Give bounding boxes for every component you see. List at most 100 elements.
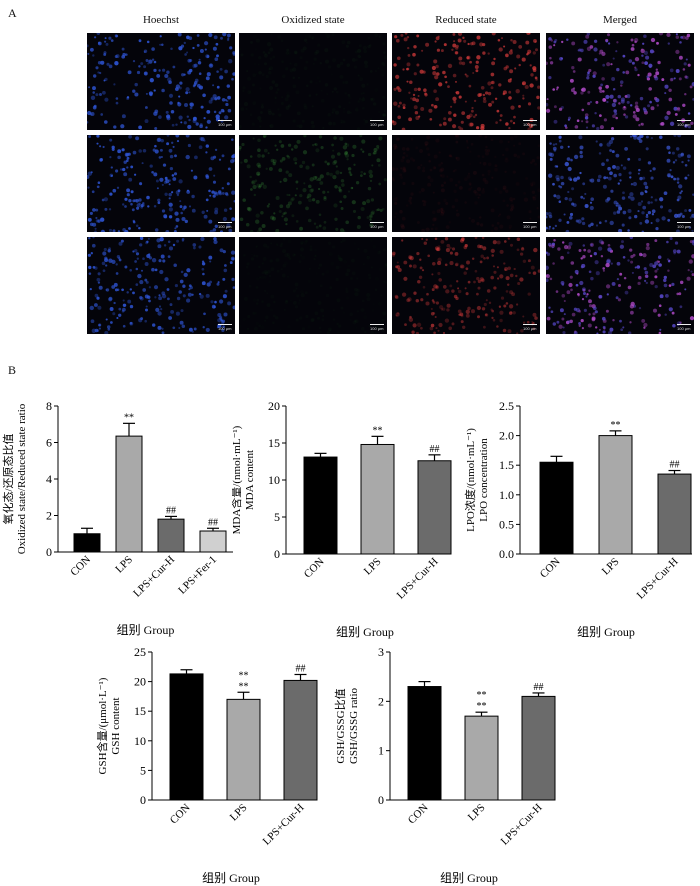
significance-mark: ## [430,444,440,455]
significance-mark: ** [239,681,249,692]
y-tick-label: 1 [378,744,384,758]
y-tick-label: 0.0 [499,547,514,561]
category-label: LPS+Cur-H [395,556,441,602]
bar-lps [115,435,143,553]
category-label: CON [168,802,193,827]
significance-mark: ## [670,460,680,471]
y-tick-label: 5 [140,763,146,777]
scale-bar: 100 μm [523,224,537,229]
bar-con [539,461,574,555]
y-tick-label: 1.5 [499,458,514,472]
micrograph-merged-row-3: 100 μm [546,237,694,334]
significance-mark: ** [124,412,134,423]
significance-mark: ## [208,517,218,528]
chart-gsh-content: 0 5 10 15 20 25 GSH含量/(μmol·L⁻¹) GSH content CON… [95,645,318,885]
x-axis-label: 组别 Group [336,625,394,639]
panel-a-label: A [8,6,17,20]
micrograph-reduced-row-3: 100 μm [392,237,540,334]
scale-bar: 100 μm [523,326,537,331]
scale-bar: 100 μm [370,326,384,331]
category-label: LPS+Cur-H [635,556,681,602]
category-label: LPS+Cur-H [131,554,177,600]
scale-bar: 100 μm [523,122,537,127]
col-title-reduced: Reduced state [435,14,497,26]
y-tick-label: 1.0 [499,488,514,502]
category-label: LPS+Fer-1 [176,554,219,597]
category-label: CON [406,802,431,827]
y-axis-label-cn: LPO浓度/(nmol·mL⁻¹) [463,428,477,532]
x-axis-label: 组别 Group [117,623,175,637]
chart-oxidized-reduced-ratio: 0 2 4 6 8 氧化态/还原态比值 Oxidized state/Reduced sta… [1,399,233,637]
bar-lps [226,698,261,801]
y-tick-label: 2 [46,509,52,523]
micrograph-merged-row-1: 100 μm [546,33,694,130]
y-tick-label: 0.5 [499,517,514,531]
micrograph-oxidized-row-2: 100 μm [239,135,387,232]
scale-bar: 100 μm [677,326,691,331]
y-axis-label-en: GSH/GSSG ratio [348,687,360,764]
bar-con [169,673,204,801]
col-title-hoechst: Hoechst [142,14,180,26]
x-axis-label: 组别 Group [202,871,260,885]
scale-bar: 100 μm [218,326,232,331]
category-label: LPS [362,556,384,578]
y-tick-label: 5 [274,510,280,524]
bar-lps-cur-h [283,679,318,801]
y-tick-label: 0 [274,547,280,561]
y-tick-label: 10 [268,473,280,487]
bar-con [303,456,338,555]
y-tick-label: 20 [134,675,146,689]
y-tick-label: 2.0 [499,429,514,443]
y-tick-label: 2.5 [499,399,514,413]
y-axis-label-cn: GSH/GSSG比值 [334,688,347,763]
col-title-oxidized: Oxidized state [281,14,345,26]
category-label: LPS [466,802,488,824]
y-tick-label: 0 [140,793,146,807]
category-label: LPS [113,554,135,576]
category-label: CON [302,556,327,581]
panel-b-label: B [8,363,17,377]
bar-lps [360,443,395,555]
x-axis-label: 组别 Group [577,625,635,639]
y-tick-label: 10 [134,734,146,748]
category-label: LPS [228,802,250,824]
category-label: LPS [600,556,622,578]
scale-bar: 100 μm [370,224,384,229]
micrograph-oxidized-row-1: 100 μm [239,33,387,130]
y-axis-label-en: LPO concentration [478,438,490,522]
bar-con [407,686,442,801]
y-axis-label-en: GSH content [110,697,122,754]
y-tick-label: 4 [46,472,52,486]
category-label: LPS+Cur-H [499,802,545,848]
bar-lps-cur-h [521,695,556,801]
y-tick-label: 25 [134,645,146,659]
bar-lps-cur-h [657,473,692,555]
y-tick-label: 3 [378,645,384,659]
y-tick-label: 20 [268,399,280,413]
micrograph-hoechst-row-1: 100 μm [87,33,235,130]
significance-mark-extra: ** [239,670,249,681]
scale-bar: 100 μm [370,122,384,127]
y-axis-label-cn: 氧化态/还原态比值 [1,433,15,524]
chart-lpo-concentration: 0.0 0.5 1.0 1.5 2.0 2.5 LPO浓度/(nmol·mL⁻¹) LPO c… [463,399,692,639]
y-axis-label-en: MDA content [244,450,256,510]
y-tick-label: 8 [46,399,52,413]
scale-bar: 100 μm [677,122,691,127]
category-label: CON [68,554,93,579]
y-axis-label-cn: GSH含量/(μmol·L⁻¹) [95,677,109,774]
category-label: LPS+Cur-H [261,802,307,848]
micrograph-oxidized-row-3: 100 μm [239,237,387,334]
scale-bar: 100 μm [218,224,232,229]
y-axis-label-cn: MDA含量/(nmol·mL⁻¹) [232,425,243,534]
y-tick-label: 0 [46,545,52,559]
y-tick-label: 6 [46,436,52,450]
significance-mark: ## [534,682,544,693]
x-axis-label: 组别 Group [440,871,498,885]
scale-bar: 100 μm [218,122,232,127]
bar-con [73,533,101,553]
micrograph-hoechst-row-2: 100 μm [87,135,235,232]
chart-mda-content: 0 5 10 15 20 MDA含量/(nmol·mL⁻¹) MDA content CON *… [232,399,452,639]
bar-lps [464,715,499,801]
y-tick-label: 15 [268,436,280,450]
col-title-merged: Merged [602,14,637,26]
